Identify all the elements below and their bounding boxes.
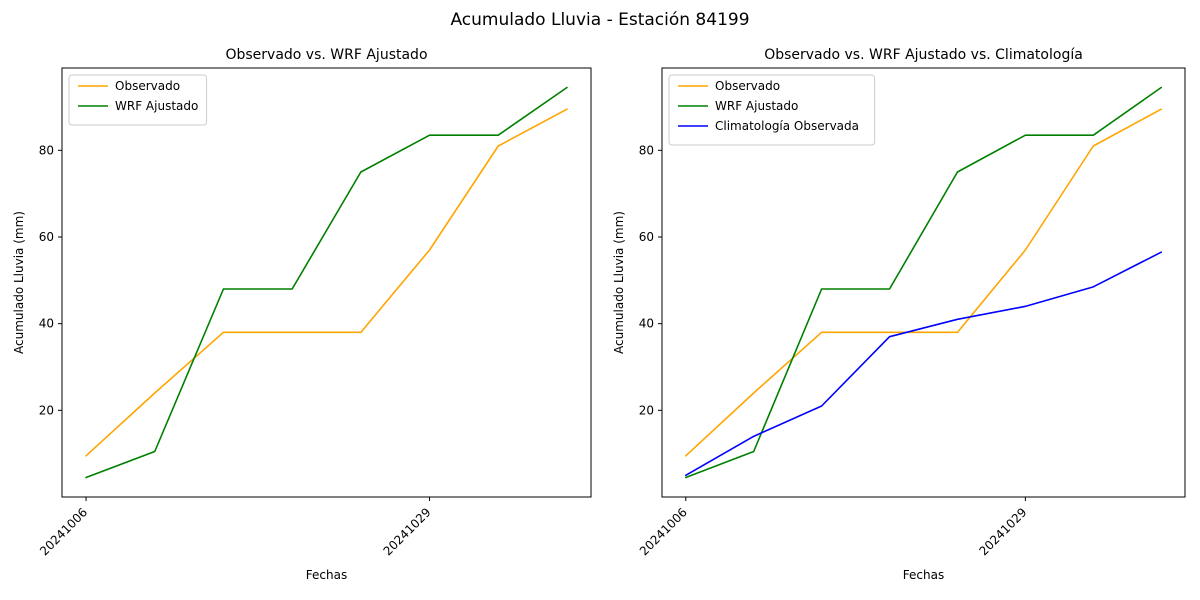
y-tick-label: 80 (639, 143, 654, 157)
series-line-observado (85, 108, 568, 457)
y-tick-label: 40 (39, 317, 54, 331)
y-tick-label: 20 (39, 403, 54, 417)
series-line-wrf-ajustado (85, 86, 568, 479)
legend: Observado WRF Ajustado Climatología Observ… (668, 74, 876, 146)
legend-label-observado: Observado (715, 79, 780, 93)
x-tick-label: 20241029 (381, 505, 434, 558)
legend-label-climatolog-a-observada: Climatología Observada (715, 119, 859, 133)
series-line-observado (684, 108, 1163, 457)
x-tick-label: 20241006 (637, 505, 690, 558)
x-tick-label: 20241006 (37, 505, 90, 558)
subplot-title: Observado vs. WRF Ajustado vs. Climatolo… (764, 47, 1083, 63)
legend-frame (68, 74, 208, 126)
legend-label-wrf-ajustado: WRF Ajustado (715, 99, 798, 113)
y-axis-label: Acumulado Lluvia (mm) (612, 211, 626, 354)
legend-frame (668, 74, 876, 146)
legend: Observado WRF Ajustado (68, 74, 208, 126)
series-line-climatolog-a-observada (684, 251, 1163, 477)
legend-label-observado: Observado (115, 79, 180, 93)
y-tick-label: 60 (639, 230, 654, 244)
legend-label-wrf-ajustado: WRF Ajustado (115, 99, 198, 113)
y-tick-label: 20 (639, 403, 654, 417)
x-axis-label: Fechas (903, 568, 944, 582)
y-tick-label: 80 (39, 143, 54, 157)
subplot-left: 20 40 60 80 20241006 20241029 Observado vs. WR… (12, 47, 592, 582)
y-tick-label: 40 (639, 317, 654, 331)
axes-frame (61, 67, 592, 498)
axes-frame (661, 67, 1186, 498)
figure-suptitle: Acumulado Lluvia - Estación 84199 (450, 10, 750, 30)
y-tick-label: 60 (39, 230, 54, 244)
series-line-wrf-ajustado (684, 86, 1163, 479)
x-tick-label: 20241029 (976, 505, 1029, 558)
subplot-title: Observado vs. WRF Ajustado (225, 47, 427, 63)
y-axis-label: Acumulado Lluvia (mm) (12, 211, 26, 354)
x-axis-label: Fechas (306, 568, 347, 582)
subplot-right: 20 40 60 80 20241006 20241029 Observado vs. WR… (612, 47, 1186, 582)
